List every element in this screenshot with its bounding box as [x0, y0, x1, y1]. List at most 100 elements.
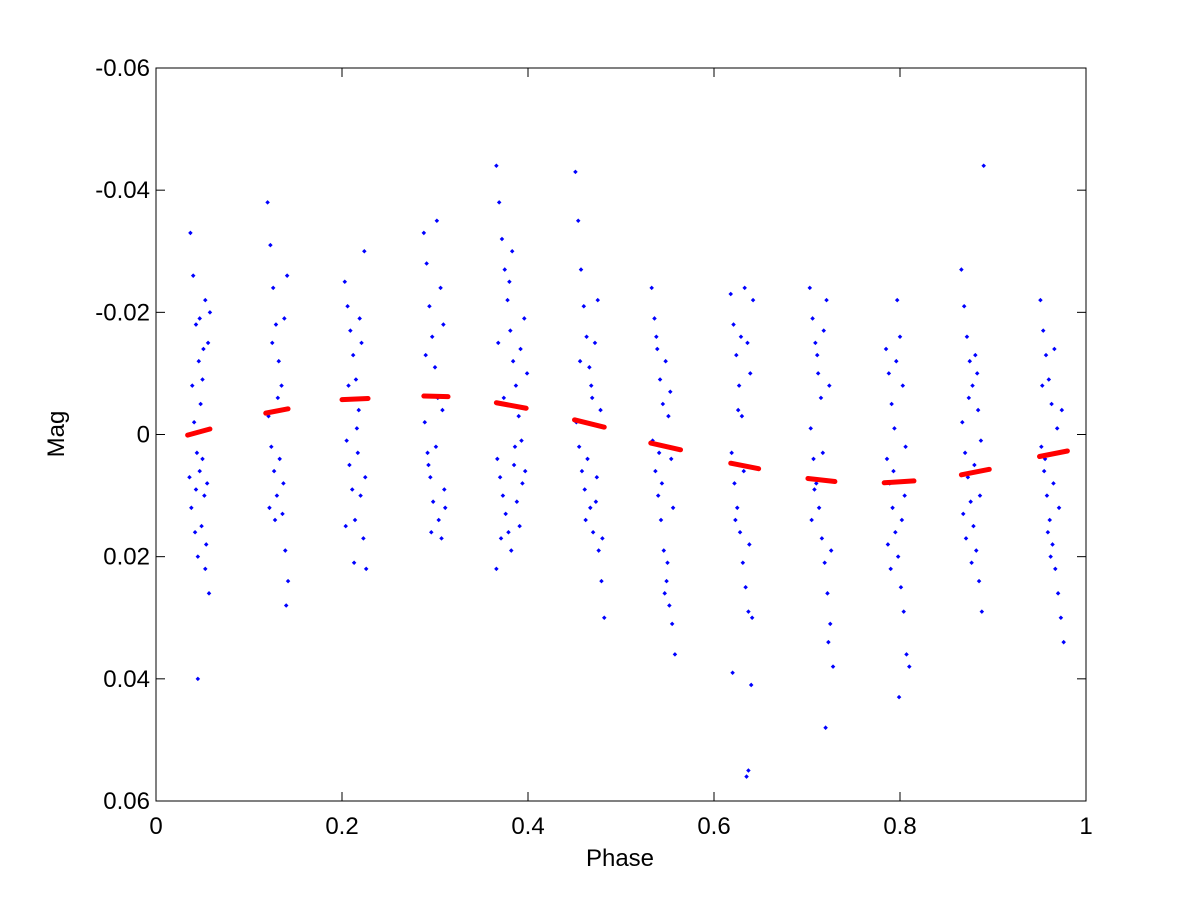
data-point [584, 334, 589, 340]
data-point [898, 584, 904, 590]
data-point [974, 371, 980, 376]
data-point [357, 316, 362, 321]
data-point [748, 371, 753, 376]
data-point [960, 511, 966, 517]
data-point [1044, 493, 1050, 498]
data-point [518, 346, 523, 352]
data-point [424, 261, 429, 266]
data-point [505, 297, 510, 303]
data-point [886, 371, 892, 376]
x-tick-label: 0.8 [883, 813, 916, 840]
data-point [746, 609, 751, 614]
data-point [599, 578, 604, 584]
data-point [1051, 481, 1056, 486]
data-point [668, 389, 673, 395]
data-point [350, 352, 356, 358]
data-point [892, 426, 897, 431]
data-point [506, 529, 511, 535]
data-point [351, 560, 357, 566]
data-point [1055, 591, 1061, 596]
data-point [961, 303, 967, 309]
data-point [1059, 407, 1065, 413]
data-point [824, 297, 829, 303]
data-point [963, 536, 969, 541]
data-point [345, 303, 350, 309]
data-point [514, 499, 520, 504]
data-point [661, 548, 667, 553]
data-point [344, 438, 349, 443]
data-point [191, 420, 197, 425]
data-point [346, 383, 351, 388]
data-point [899, 517, 905, 523]
data-point [429, 529, 434, 535]
data-point [894, 358, 899, 364]
data-point [1041, 468, 1047, 474]
data-point [737, 529, 743, 535]
data-point [895, 554, 901, 559]
data-point [666, 413, 671, 419]
fit-segment [339, 395, 371, 403]
data-point [588, 505, 593, 511]
data-point [193, 322, 199, 327]
data-point [668, 456, 674, 462]
data-point [667, 603, 672, 608]
x-tick-label: 0.4 [511, 813, 544, 840]
data-point [578, 267, 584, 272]
data-point [275, 395, 281, 401]
data-point [968, 499, 973, 504]
fit-segment [648, 440, 684, 453]
data-point [353, 377, 359, 382]
data-point [423, 352, 428, 358]
data-point [742, 285, 747, 291]
fit-segment [572, 417, 607, 430]
data-point [1045, 529, 1051, 535]
data-point [352, 517, 358, 523]
data-point [745, 340, 750, 346]
data-point [438, 285, 443, 291]
data-point [271, 468, 277, 474]
x-axis-label: Phase [586, 845, 654, 872]
data-point [343, 523, 348, 529]
data-point [814, 352, 820, 358]
data-point [502, 267, 508, 272]
data-point [349, 487, 355, 492]
data-point [827, 621, 833, 627]
y-tick-label: -0.02 [95, 299, 150, 326]
data-point [891, 468, 896, 474]
data-point [282, 316, 287, 321]
data-point [588, 383, 594, 388]
y-tick-label: 0 [137, 422, 150, 449]
data-point [967, 358, 973, 364]
data-point [977, 493, 983, 498]
fit-segment [263, 406, 291, 416]
data-point [197, 316, 202, 321]
data-point [1058, 615, 1064, 621]
data-point [283, 603, 289, 608]
data-point [729, 450, 734, 456]
data-point [497, 474, 503, 480]
data-point [356, 407, 362, 413]
data-point [361, 536, 366, 541]
data-point [736, 383, 742, 388]
fit-segment [185, 426, 213, 438]
data-point [659, 481, 665, 486]
data-point [816, 505, 822, 511]
data-point [362, 474, 368, 480]
data-point [813, 340, 818, 346]
data-point [342, 279, 348, 285]
data-point [269, 444, 274, 449]
data-point [900, 383, 906, 388]
data-point [730, 670, 735, 675]
data-point [966, 395, 972, 401]
x-tick-label: 0 [149, 813, 162, 840]
data-point [970, 383, 975, 388]
x-tick-label: 0.2 [325, 813, 358, 840]
data-point [522, 468, 528, 474]
data-point [655, 346, 660, 352]
data-point [267, 505, 272, 511]
data-point [582, 487, 587, 492]
data-point [739, 413, 745, 419]
data-point [281, 481, 286, 486]
data-point [442, 487, 447, 492]
